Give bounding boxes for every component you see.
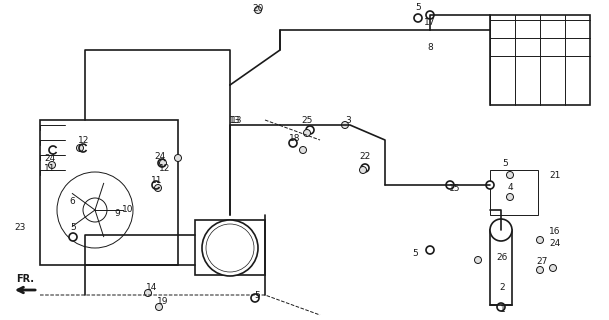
- Circle shape: [144, 290, 152, 297]
- Text: 13: 13: [229, 116, 241, 124]
- Text: 25: 25: [301, 116, 312, 124]
- Text: 17: 17: [424, 18, 436, 27]
- Text: 9: 9: [114, 209, 120, 218]
- Circle shape: [426, 246, 434, 254]
- Circle shape: [490, 219, 512, 241]
- Circle shape: [57, 172, 133, 248]
- Text: 12: 12: [160, 164, 171, 172]
- Text: 5: 5: [412, 249, 418, 258]
- Text: FR.: FR.: [16, 274, 34, 284]
- Text: 10: 10: [122, 205, 134, 214]
- Text: 23: 23: [15, 223, 26, 233]
- Text: 12: 12: [79, 135, 90, 145]
- Circle shape: [537, 267, 543, 274]
- Text: 24: 24: [549, 238, 561, 247]
- Circle shape: [155, 185, 161, 191]
- Bar: [195, 220, 265, 275]
- Text: 13: 13: [231, 116, 243, 124]
- Text: 5: 5: [254, 292, 260, 300]
- Text: 22: 22: [359, 151, 371, 161]
- Text: 15: 15: [449, 183, 461, 193]
- Text: 4: 4: [507, 182, 513, 191]
- Circle shape: [426, 11, 434, 19]
- Text: 5: 5: [502, 158, 508, 167]
- Text: 11: 11: [44, 164, 56, 172]
- Circle shape: [215, 233, 245, 263]
- Text: 14: 14: [146, 283, 158, 292]
- Text: 27: 27: [537, 258, 547, 267]
- Bar: [490, 170, 538, 215]
- Circle shape: [155, 303, 163, 310]
- Circle shape: [206, 224, 254, 272]
- Bar: [490, 15, 590, 105]
- Circle shape: [361, 164, 369, 172]
- Circle shape: [49, 162, 55, 169]
- Circle shape: [474, 257, 482, 263]
- Text: 20: 20: [252, 4, 264, 12]
- Text: 19: 19: [157, 298, 169, 307]
- Circle shape: [255, 6, 261, 13]
- Text: 24: 24: [44, 154, 55, 163]
- Circle shape: [202, 220, 258, 276]
- Circle shape: [537, 236, 543, 244]
- Circle shape: [289, 139, 297, 147]
- Text: 8: 8: [427, 43, 433, 52]
- Circle shape: [342, 122, 348, 129]
- Text: 18: 18: [289, 133, 301, 142]
- Circle shape: [175, 155, 181, 162]
- Text: 26: 26: [496, 253, 508, 262]
- Circle shape: [300, 147, 306, 154]
- Text: 16: 16: [549, 228, 561, 236]
- Bar: [40, 120, 178, 265]
- Circle shape: [69, 233, 77, 241]
- Text: 21: 21: [549, 171, 561, 180]
- Text: 2: 2: [499, 284, 505, 292]
- Text: 1: 1: [500, 306, 506, 315]
- Circle shape: [251, 294, 259, 302]
- Circle shape: [160, 159, 166, 166]
- Circle shape: [486, 181, 494, 189]
- Circle shape: [220, 238, 240, 258]
- Circle shape: [446, 181, 454, 189]
- Text: 6: 6: [69, 197, 75, 206]
- Circle shape: [306, 126, 314, 134]
- Bar: [490, 230, 512, 305]
- Circle shape: [303, 130, 311, 137]
- Circle shape: [210, 228, 250, 268]
- Circle shape: [83, 198, 107, 222]
- Circle shape: [549, 265, 557, 271]
- Text: 5: 5: [70, 223, 76, 233]
- Circle shape: [414, 14, 422, 22]
- Text: 24: 24: [154, 151, 166, 161]
- Text: 3: 3: [345, 116, 351, 124]
- Circle shape: [507, 194, 513, 201]
- Circle shape: [497, 303, 505, 311]
- Text: 11: 11: [151, 175, 163, 185]
- Text: 5: 5: [415, 3, 421, 12]
- Circle shape: [507, 172, 513, 179]
- Circle shape: [359, 166, 367, 173]
- Circle shape: [77, 145, 83, 151]
